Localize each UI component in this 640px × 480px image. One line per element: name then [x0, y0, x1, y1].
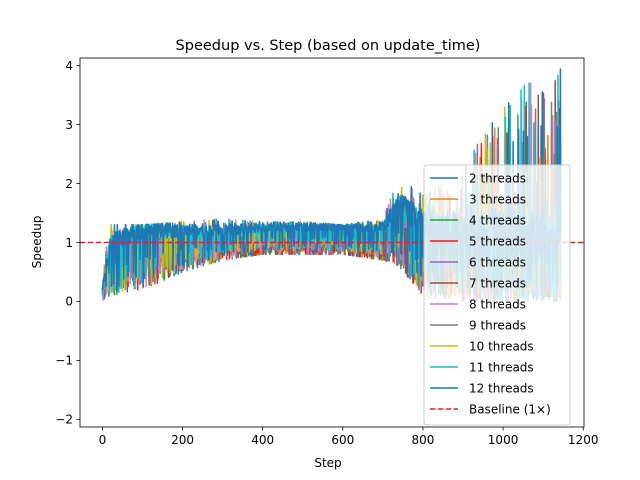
- legend-label: 10 threads: [469, 339, 534, 353]
- x-tick-label: 0: [99, 433, 107, 447]
- y-tick-label: −1: [55, 354, 73, 368]
- legend-label: 6 threads: [469, 255, 526, 269]
- chart-title: Speedup vs. Step (based on update_time): [176, 38, 481, 54]
- y-axis-title: Speedup: [30, 216, 44, 269]
- legend-label: 2 threads: [469, 171, 526, 185]
- legend-label: 8 threads: [469, 297, 526, 311]
- legend: 2 threads 3 threads 4 threads 5 threads 6 th…: [423, 164, 571, 426]
- y-tick-label: −2: [55, 413, 73, 427]
- y-tick-label: 1: [65, 236, 73, 250]
- x-tick-label: 400: [251, 433, 274, 447]
- y-tick-label: 3: [65, 118, 73, 132]
- legend-label: 3 threads: [469, 192, 526, 206]
- y-tick-label: 0: [65, 295, 73, 309]
- legend-label: Baseline (1×): [469, 402, 551, 416]
- legend-label: 5 threads: [469, 234, 526, 248]
- x-tick-label: 1000: [488, 433, 519, 447]
- legend-box: [423, 164, 571, 426]
- legend-label: 7 threads: [469, 276, 526, 290]
- axes: 0 200 400 600 800 1000 1200 −2 −1 0 1 2 3 4: [55, 57, 599, 447]
- y-tick-label: 2: [65, 177, 73, 191]
- x-axis-title: Step: [314, 456, 341, 470]
- x-tick-label: 200: [171, 433, 194, 447]
- legend-label: 11 threads: [469, 360, 534, 374]
- x-tick-label: 600: [331, 433, 354, 447]
- legend-label: 12 threads: [469, 381, 534, 395]
- legend-label: 4 threads: [469, 213, 526, 227]
- x-tick-label: 1200: [568, 433, 599, 447]
- legend-label: 9 threads: [469, 318, 526, 332]
- x-tick-label: 800: [411, 433, 434, 447]
- y-tick-label: 4: [65, 59, 73, 73]
